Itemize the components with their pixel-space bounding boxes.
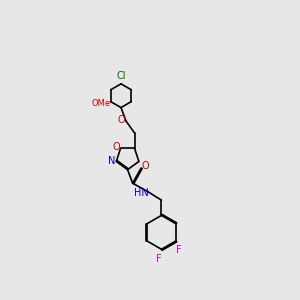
Text: F: F (176, 245, 182, 255)
Text: O: O (141, 161, 149, 171)
Text: O: O (118, 115, 125, 124)
Text: F: F (156, 254, 161, 263)
Text: OMe: OMe (92, 99, 111, 108)
Text: O: O (112, 142, 120, 152)
Text: N: N (108, 157, 116, 166)
Text: HN: HN (134, 188, 149, 198)
Text: Cl: Cl (116, 71, 126, 81)
